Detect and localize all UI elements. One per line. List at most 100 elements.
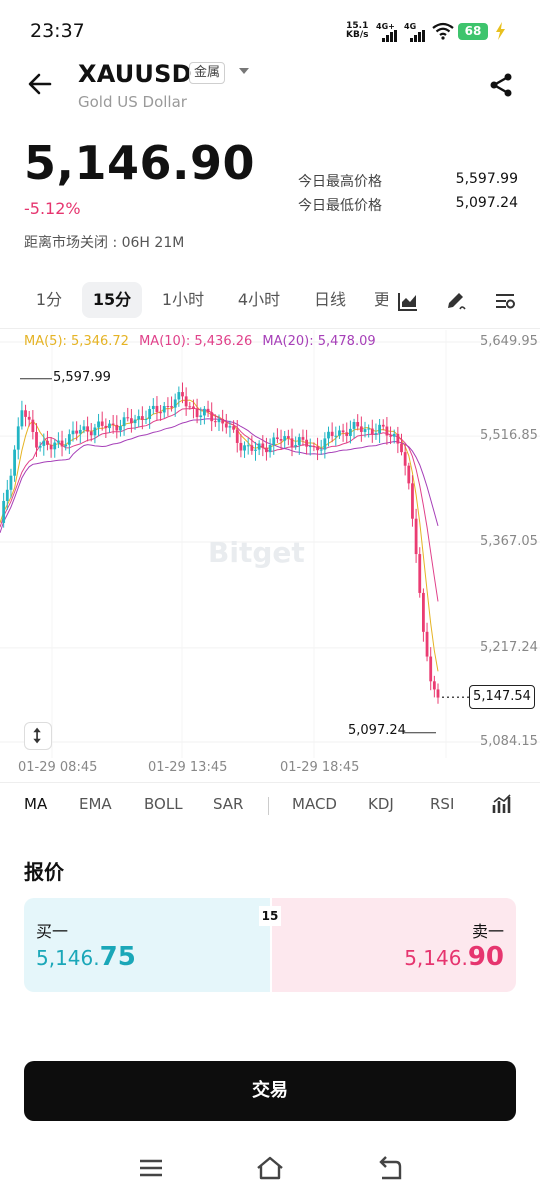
candle-body <box>432 681 436 690</box>
candle-body <box>5 489 9 501</box>
indicator-separator <box>268 797 269 815</box>
candle-body <box>213 421 217 423</box>
back-icon[interactable] <box>374 1154 404 1182</box>
high-label: 今日最高价格 <box>298 174 382 190</box>
candle-body <box>38 445 42 448</box>
candle-body <box>356 422 360 427</box>
candle-body <box>13 449 16 476</box>
candle-body <box>422 592 425 632</box>
price-change: -5.12% <box>24 199 81 218</box>
candle-body <box>64 444 68 447</box>
candle-body <box>239 442 243 451</box>
candle-body <box>93 427 97 436</box>
candle-body <box>97 421 100 428</box>
candle-body <box>122 417 126 427</box>
candle-body <box>232 426 235 430</box>
chart-type-icon[interactable] <box>397 290 419 312</box>
candle-body <box>363 429 367 432</box>
candle-body <box>203 408 206 416</box>
candle-body <box>42 440 46 446</box>
system-nav-bar <box>0 1140 540 1199</box>
bid-price-tail: 75 <box>99 942 136 972</box>
candle-body <box>254 449 257 451</box>
candle-body <box>31 419 35 432</box>
interval-tabs: 1分 15分 1小时 4小时 日线 更 <box>0 282 540 320</box>
status-time: 23:37 <box>30 20 85 42</box>
candle-body <box>425 631 429 657</box>
indicator-ma[interactable]: MA <box>24 795 48 813</box>
tab-4h[interactable]: 4小时 <box>237 290 281 309</box>
indicator-settings-icon[interactable] <box>491 793 513 815</box>
y-tick: 5,217.24 <box>480 640 538 655</box>
candle-body <box>75 430 79 434</box>
candle-body <box>224 423 228 428</box>
candle-body <box>257 443 261 450</box>
tab-1h[interactable]: 1小时 <box>161 290 205 309</box>
candle-body <box>188 406 192 408</box>
candle-body <box>330 431 334 437</box>
candle-body <box>297 437 301 446</box>
low-annotation: 5,097.24 <box>348 723 406 738</box>
candle-body <box>130 418 133 424</box>
indicator-boll[interactable]: BOLL <box>144 795 183 813</box>
candle-body <box>115 424 119 431</box>
candle-body <box>268 445 272 453</box>
ask-price-tail: 90 <box>467 942 504 972</box>
status-bar: 23:37 15.1 KB/s 4G+ 4G 68 <box>0 0 540 62</box>
tab-15m[interactable]: 15分 <box>82 282 142 318</box>
candle-body <box>235 429 239 443</box>
candle-body <box>436 689 440 698</box>
divider <box>0 328 540 329</box>
candle-body <box>78 429 82 434</box>
candle-body <box>173 399 177 408</box>
back-arrow-icon[interactable] <box>26 70 54 98</box>
candle-body <box>67 434 71 445</box>
wifi-icon <box>432 22 454 40</box>
x-tick: 01-29 13:45 <box>148 760 228 775</box>
candle-body <box>352 422 356 429</box>
indicator-ema[interactable]: EMA <box>79 795 112 813</box>
menu-icon[interactable] <box>136 1154 166 1182</box>
symbol-title[interactable]: XAUUSD <box>78 60 192 88</box>
net-speed: 15.1 KB/s <box>346 22 368 40</box>
kline-chart[interactable]: Bitget MA(5): 5,346.72 MA(10): 5,436.26 … <box>0 330 540 778</box>
candle-body <box>46 440 49 445</box>
trade-button[interactable]: 交易 <box>24 1061 516 1121</box>
indicator-sar[interactable]: SAR <box>213 795 244 813</box>
candle-body <box>294 445 298 447</box>
share-icon[interactable] <box>488 72 514 98</box>
y-tick: 5,367.05 <box>480 534 538 549</box>
candle-body <box>265 447 268 453</box>
candle-body <box>305 439 308 447</box>
candle-body <box>71 430 75 435</box>
candle-body <box>27 416 31 420</box>
candle-body <box>341 430 345 433</box>
indicator-macd[interactable]: MACD <box>292 795 337 813</box>
home-icon[interactable] <box>255 1154 285 1182</box>
low-label: 今日最低价格 <box>298 198 382 214</box>
candle-body <box>228 426 232 428</box>
candle-body <box>2 500 6 523</box>
bitget-watermark: Bitget <box>208 536 305 569</box>
y-tick: 5,649.95 <box>480 334 538 349</box>
indicator-kdj[interactable]: KDJ <box>368 795 394 813</box>
tab-daily[interactable]: 日线 <box>313 290 346 309</box>
vertical-arrows-icon <box>33 727 41 744</box>
candle-body <box>166 406 170 408</box>
ask-panel[interactable]: 卖一 5,146.90 <box>272 898 516 992</box>
candle-body <box>246 445 250 447</box>
battery-icon: 68 <box>458 23 488 40</box>
tab-more[interactable]: 更 <box>374 290 388 309</box>
indicator-tabs: MA EMA BOLL SAR MACD KDJ RSI <box>0 782 540 826</box>
bid-panel[interactable]: 买一 5,146.75 <box>24 898 270 992</box>
header: XAUUSD 金属 Gold US Dollar <box>0 56 540 126</box>
chart-settings-icon[interactable] <box>494 290 516 312</box>
candle-body <box>60 440 64 447</box>
draw-tool-icon[interactable] <box>445 290 467 312</box>
expand-button[interactable] <box>24 722 52 750</box>
candle-body <box>126 417 130 419</box>
chevron-down-icon[interactable] <box>238 66 250 76</box>
tab-1m[interactable]: 1分 <box>35 290 63 309</box>
indicator-rsi[interactable]: RSI <box>430 795 455 813</box>
candle-body <box>312 446 316 448</box>
